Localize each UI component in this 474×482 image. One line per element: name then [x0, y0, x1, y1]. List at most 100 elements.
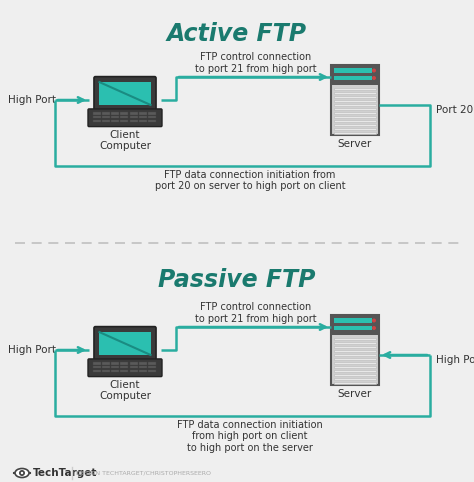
Bar [334, 99, 376, 102]
Bar [334, 68, 372, 73]
Bar [129, 120, 137, 122]
Bar [334, 318, 372, 323]
Text: Server: Server [338, 139, 372, 149]
Text: FTP data connection initiation from
port 20 on server to high port on client: FTP data connection initiation from port… [155, 170, 346, 191]
Bar [334, 362, 376, 364]
Bar [334, 377, 376, 380]
Bar [331, 315, 379, 335]
Bar [334, 104, 376, 106]
Bar [93, 362, 101, 365]
Bar [102, 116, 110, 119]
Bar [334, 381, 376, 384]
Text: Client
Computer: Client Computer [99, 130, 151, 151]
Bar [120, 362, 128, 365]
Bar [111, 366, 119, 368]
FancyBboxPatch shape [331, 65, 379, 135]
Text: FTP control connection
to port 21 from high port: FTP control connection to port 21 from h… [195, 53, 317, 74]
Text: High Port: High Port [8, 345, 56, 355]
Text: Client
Computer: Client Computer [99, 380, 151, 401]
Bar [120, 366, 128, 368]
FancyBboxPatch shape [331, 315, 379, 385]
Bar [139, 116, 146, 119]
Bar [334, 326, 372, 330]
Bar [334, 374, 376, 376]
Text: Passive FTP: Passive FTP [158, 268, 316, 292]
Bar [100, 82, 151, 105]
FancyBboxPatch shape [94, 77, 156, 110]
Text: FTP control connection
to port 21 from high port: FTP control connection to port 21 from h… [195, 302, 317, 324]
Bar [334, 132, 376, 134]
Bar [334, 123, 376, 126]
Bar [139, 366, 146, 368]
Bar [102, 366, 110, 368]
Text: Active FTP: Active FTP [167, 22, 307, 46]
Bar [129, 366, 137, 368]
Bar [111, 370, 119, 372]
Bar [334, 128, 376, 130]
Bar [93, 370, 101, 372]
Text: High Port: High Port [436, 355, 474, 365]
Circle shape [21, 472, 23, 474]
Bar [93, 120, 101, 122]
Bar [102, 120, 110, 122]
Bar [139, 362, 146, 365]
Circle shape [372, 319, 376, 322]
Text: TechTarget: TechTarget [33, 468, 97, 478]
Bar [334, 358, 376, 360]
Bar [334, 107, 376, 110]
Bar [93, 112, 101, 115]
Bar [148, 120, 156, 122]
Bar [334, 116, 376, 118]
Bar [129, 362, 137, 365]
Circle shape [372, 326, 376, 330]
Bar [102, 112, 110, 115]
Bar [334, 111, 376, 114]
Bar [102, 362, 110, 365]
Bar [120, 112, 128, 115]
Bar [120, 120, 128, 122]
Bar [148, 112, 156, 115]
Bar [148, 116, 156, 119]
Text: Port 20: Port 20 [436, 105, 473, 115]
FancyBboxPatch shape [88, 109, 162, 127]
Bar [148, 362, 156, 365]
Bar [111, 116, 119, 119]
Bar [334, 337, 376, 340]
Bar [331, 65, 379, 85]
Circle shape [19, 470, 25, 476]
Bar [129, 370, 137, 372]
Bar [334, 365, 376, 368]
Bar [334, 88, 376, 90]
Text: FTP data connection initiation
from high port on client
to high port on the serv: FTP data connection initiation from high… [177, 420, 323, 453]
Bar [334, 353, 376, 356]
Bar [139, 112, 146, 115]
Bar [148, 370, 156, 372]
Text: Server: Server [338, 389, 372, 399]
Bar [120, 370, 128, 372]
Bar [111, 120, 119, 122]
Bar [111, 112, 119, 115]
Bar [102, 370, 110, 372]
FancyBboxPatch shape [88, 359, 162, 376]
Bar [334, 346, 376, 348]
Bar [334, 92, 376, 94]
Bar [334, 76, 372, 80]
FancyBboxPatch shape [94, 327, 156, 361]
Bar [100, 332, 151, 355]
Circle shape [372, 68, 376, 72]
Bar [148, 366, 156, 368]
Bar [334, 349, 376, 352]
Circle shape [372, 76, 376, 80]
Ellipse shape [15, 469, 29, 478]
Bar [334, 95, 376, 98]
Bar [139, 370, 146, 372]
Bar [334, 370, 376, 372]
Bar [334, 120, 376, 122]
Bar [139, 120, 146, 122]
Bar [129, 112, 137, 115]
Text: DESIGN TECHTARGET/CHRISTOPHERSEERO: DESIGN TECHTARGET/CHRISTOPHERSEERO [76, 470, 211, 476]
Text: High Port: High Port [8, 95, 56, 105]
Bar [93, 116, 101, 119]
Bar [334, 342, 376, 344]
Bar [93, 366, 101, 368]
